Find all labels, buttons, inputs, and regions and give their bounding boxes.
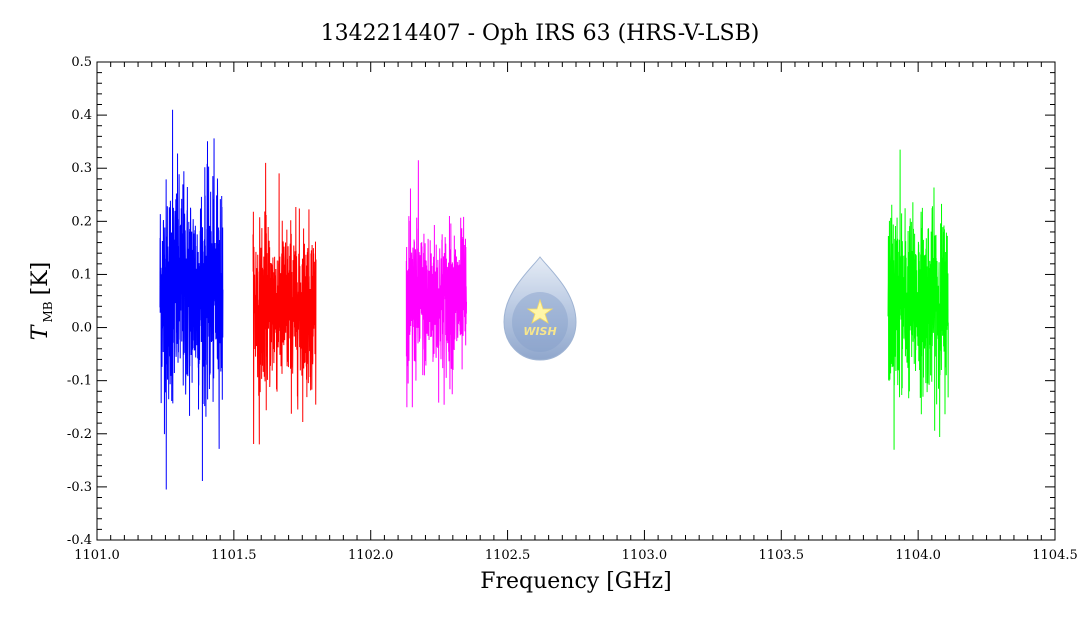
- spectrum-series-4: [887, 149, 949, 450]
- x-tick-label: 1102.5: [485, 548, 531, 563]
- x-tick-label: 1103.5: [759, 548, 805, 563]
- y-axis-label-main: T: [28, 323, 53, 340]
- y-tick-label: -0.1: [67, 374, 92, 389]
- star-icon: [526, 298, 554, 324]
- spectrum-series-3: [405, 160, 468, 408]
- y-tick-label: 0.1: [71, 267, 92, 282]
- x-tick-label: 1104.0: [895, 548, 941, 563]
- x-tick-label: 1103.0: [622, 548, 668, 563]
- series-layer: [159, 109, 949, 490]
- y-axis-label-unit: [K]: [28, 262, 53, 296]
- x-tick-label: 1104.5: [1032, 548, 1078, 563]
- spectrum-series-1: [159, 109, 224, 490]
- y-tick-label: 0.5: [71, 55, 92, 70]
- y-axis: -0.4 -0.3 -0.2 -0.1 0.0 0.1 0.2 0.3 0.4 0.5: [67, 55, 1055, 548]
- y-tick-label: 0.3: [71, 161, 92, 176]
- wish-logo: WISH: [503, 256, 577, 361]
- x-tick-label: 1102.0: [348, 548, 394, 563]
- y-axis-label: TMB [K]: [28, 262, 55, 340]
- y-tick-label: -0.3: [67, 480, 92, 495]
- y-tick-label: 0.2: [71, 214, 92, 229]
- x-axis: 1101.0 1101.5 1102.0 1102.5 1103.0 1103.5 1104…: [74, 62, 1078, 563]
- y-tick-label: -0.2: [67, 427, 92, 442]
- logo-text: WISH: [523, 325, 556, 338]
- svg-text:TMB[K]: TMB [K]: [28, 262, 55, 340]
- y-tick-label: -0.4: [67, 533, 92, 548]
- y-tick-label: 0.4: [71, 108, 92, 123]
- x-axis-label: Frequency [GHz]: [480, 569, 672, 594]
- x-tick-label: 1101.5: [211, 548, 257, 563]
- chart-title: 1342214407 - Oph IRS 63 (HRS-V-LSB): [321, 21, 760, 46]
- spectrum-series-2: [252, 162, 317, 445]
- y-tick-label: 0.0: [71, 321, 92, 336]
- y-axis-label-sub: MB: [41, 301, 55, 322]
- x-tick-label: 1101.0: [74, 548, 120, 563]
